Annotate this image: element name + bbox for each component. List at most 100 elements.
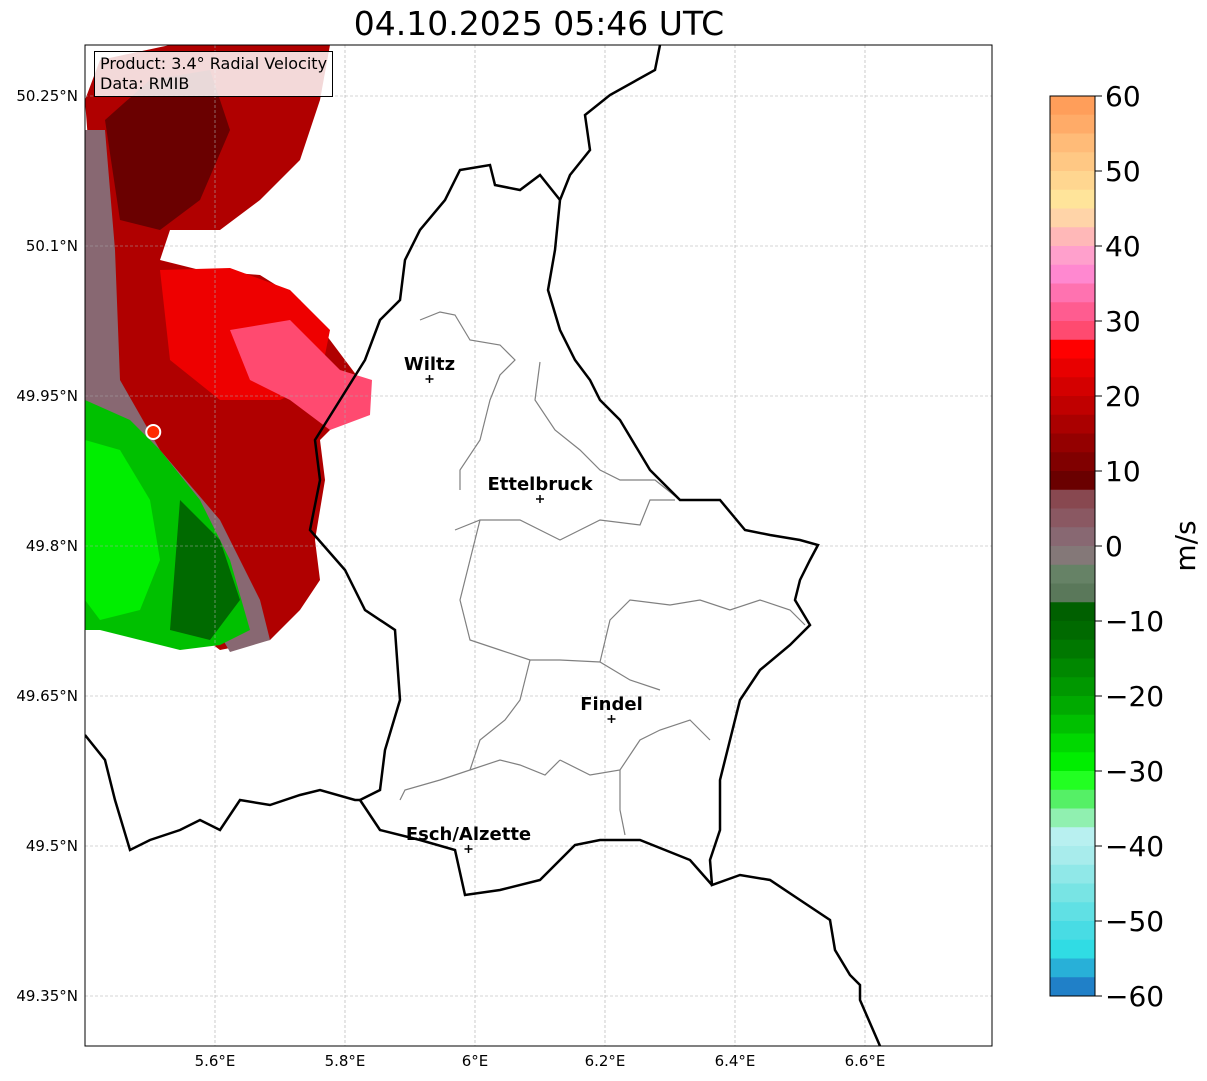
colorbar-segment xyxy=(1050,227,1095,247)
canton-boundary xyxy=(559,719,711,776)
canton-boundary xyxy=(599,599,806,663)
echo-bright-green xyxy=(85,440,160,620)
colorbar-segment xyxy=(1050,489,1095,509)
colorbar: 60 50 40 30 20 10 0 −10 −20 −30 −40 −50 −60 xyxy=(1049,80,1164,1013)
colorbar-segment xyxy=(1050,977,1095,997)
map-title: 04.10.2025 05:46 UTC xyxy=(353,4,725,43)
colorbar-segment xyxy=(1050,827,1095,847)
colorbar-segment xyxy=(1050,414,1095,434)
lat-tick-label: 49.95°N xyxy=(16,387,78,405)
colorbar-segment xyxy=(1050,358,1095,378)
colorbar-segment xyxy=(1050,508,1095,528)
city-label: Esch/Alzette xyxy=(406,824,531,845)
map-area: Wiltz Ettelbruck Findel Esch/Alzette xyxy=(85,45,992,1046)
lon-tick-label: 6.2°E xyxy=(585,1052,626,1070)
colorbar-segment xyxy=(1050,752,1095,772)
colorbar-segment xyxy=(1050,883,1095,903)
lat-tick-label: 49.8°N xyxy=(26,537,78,555)
canton-boundary xyxy=(454,499,675,541)
border-belgium-france xyxy=(85,734,360,852)
colorbar-segment xyxy=(1050,377,1095,397)
colorbar-segment xyxy=(1050,246,1095,266)
colorbar-tick-label: 60 xyxy=(1105,80,1141,113)
colorbar-segment xyxy=(1050,939,1095,959)
canton-boundary xyxy=(419,311,516,490)
colorbar-segment xyxy=(1050,321,1095,341)
colorbar-tick-label: 10 xyxy=(1105,455,1141,488)
lon-tick-label: 5.8°E xyxy=(325,1052,366,1070)
colorbar-segment xyxy=(1050,96,1095,116)
colorbar-segment xyxy=(1050,452,1095,472)
city-marker-icon xyxy=(464,845,473,853)
colorbar-segment xyxy=(1050,564,1095,584)
city-label: Ettelbruck xyxy=(487,474,593,495)
city-label: Findel xyxy=(580,694,643,715)
colorbar-segment xyxy=(1050,264,1095,284)
lat-tick-label: 49.65°N xyxy=(16,687,78,705)
echo-darkest-red xyxy=(105,70,230,230)
colorbar-segment xyxy=(1050,621,1095,641)
colorbar-segment xyxy=(1050,602,1095,622)
city-marker-icon xyxy=(536,495,544,503)
colorbar-tick-label: −20 xyxy=(1105,680,1164,713)
lon-tick-label: 6°E xyxy=(462,1052,489,1070)
admin-boundaries xyxy=(399,311,806,836)
colorbar-segment xyxy=(1050,527,1095,547)
canton-boundary xyxy=(459,519,661,691)
colorbar-segment xyxy=(1050,583,1095,603)
colorbar-tick-label: 0 xyxy=(1105,530,1123,563)
colorbar-segment xyxy=(1050,902,1095,922)
city-marker-icon xyxy=(607,715,616,723)
colorbar-segment xyxy=(1050,921,1095,941)
colorbar-segment xyxy=(1050,171,1095,191)
radar-echoes xyxy=(85,45,372,652)
colorbar-segment xyxy=(1050,152,1095,172)
radar-site-marker xyxy=(145,424,162,440)
border-germany xyxy=(546,45,882,1046)
lon-tick-label: 6.4°E xyxy=(715,1052,756,1070)
colorbar-segment xyxy=(1050,696,1095,716)
colorbar-segment xyxy=(1050,283,1095,303)
city-markers: Wiltz Ettelbruck Findel Esch/Alzette xyxy=(404,354,643,853)
canton-boundary xyxy=(534,361,681,501)
axis-ticks: 5.6°E 5.8°E 6°E 6.2°E 6.4°E 6.6°E 50.25°N 50.1°… xyxy=(16,87,885,1070)
colorbar-segment xyxy=(1050,208,1095,228)
colorbar-segment xyxy=(1050,771,1095,791)
city-label: Wiltz xyxy=(404,354,455,375)
lon-tick-label: 5.6°E xyxy=(195,1052,236,1070)
product-label: Product: 3.4° Radial Velocity xyxy=(100,54,328,73)
product-info-box: Product: 3.4° Radial Velocity Data: RMIB xyxy=(94,51,334,97)
colorbar-segment xyxy=(1050,789,1095,809)
lat-tick-label: 50.1°N xyxy=(26,237,78,255)
colorbar-segment xyxy=(1050,958,1095,978)
colorbar-tick-label: −40 xyxy=(1105,830,1164,863)
national-borders xyxy=(85,45,882,1046)
colorbar-segment xyxy=(1050,133,1095,153)
colorbar-segment xyxy=(1050,114,1095,134)
colorbar-tick-label: −50 xyxy=(1105,905,1164,938)
radar-site-icon xyxy=(145,424,162,440)
colorbar-tick-label: 50 xyxy=(1105,155,1141,188)
colorbar-segment xyxy=(1050,546,1095,566)
colorbar-tick-label: 40 xyxy=(1105,230,1141,263)
border-france xyxy=(358,799,713,897)
colorbar-segment xyxy=(1050,396,1095,416)
colorbar-tick-label: 30 xyxy=(1105,305,1141,338)
echo-pink xyxy=(230,320,372,430)
colorbar-tick-label: −10 xyxy=(1105,605,1164,638)
city-marker-icon xyxy=(425,375,434,383)
canton-boundary xyxy=(469,759,561,776)
border-belgium xyxy=(308,163,561,802)
colorbar-segment xyxy=(1050,714,1095,734)
colorbar-label: m/s xyxy=(1169,520,1202,571)
colorbar-segment xyxy=(1050,433,1095,453)
colorbar-tick-label: 20 xyxy=(1105,380,1141,413)
colorbar-segment xyxy=(1050,471,1095,491)
canton-boundary xyxy=(619,770,626,836)
lat-tick-label: 49.5°N xyxy=(26,837,78,855)
canton-boundary xyxy=(399,659,531,801)
data-source-label: Data: RMIB xyxy=(100,74,190,93)
colorbar-tick-label: −60 xyxy=(1105,980,1164,1013)
colorbar-segment xyxy=(1050,339,1095,359)
